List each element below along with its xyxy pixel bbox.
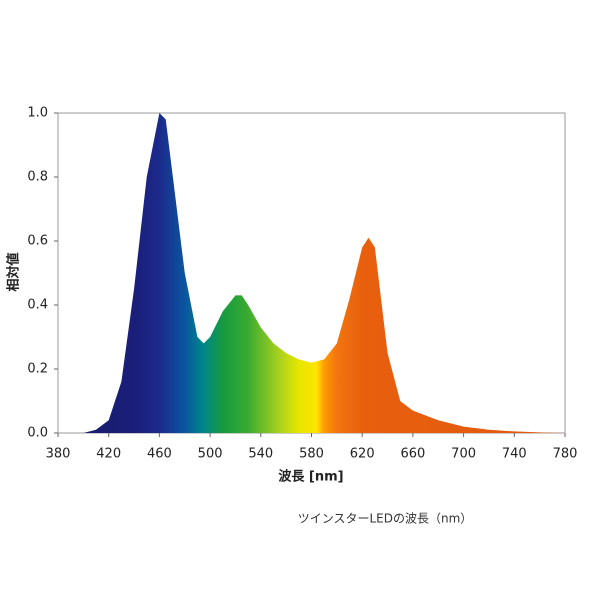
y-tick-label: 0.6 xyxy=(27,234,48,249)
x-axis-label: 波長 [nm] xyxy=(278,469,343,485)
x-tick-label: 540 xyxy=(248,447,273,462)
y-tick-label: 0.8 xyxy=(27,170,48,185)
x-tick-label: 780 xyxy=(553,447,578,462)
x-tick-label: 420 xyxy=(96,447,121,462)
y-tick-label: 0.4 xyxy=(27,298,48,313)
x-tick-label: 380 xyxy=(46,447,71,462)
x-tick-label: 740 xyxy=(502,447,527,462)
y-tick-label: 0.2 xyxy=(27,362,48,377)
x-tick-label: 500 xyxy=(198,447,223,462)
y-axis-label: 相対値 xyxy=(6,252,22,291)
y-tick-label: 1.0 xyxy=(27,106,48,121)
spectrum-area xyxy=(58,113,565,433)
x-tick-label: 620 xyxy=(350,447,375,462)
y-tick-label: 0.0 xyxy=(27,426,48,441)
x-tick-label: 460 xyxy=(147,447,172,462)
caption: ツインスターLEDの波長（nm） xyxy=(298,512,473,526)
x-tick-label: 580 xyxy=(299,447,324,462)
x-tick-label: 700 xyxy=(451,447,476,462)
x-tick-label: 660 xyxy=(400,447,425,462)
